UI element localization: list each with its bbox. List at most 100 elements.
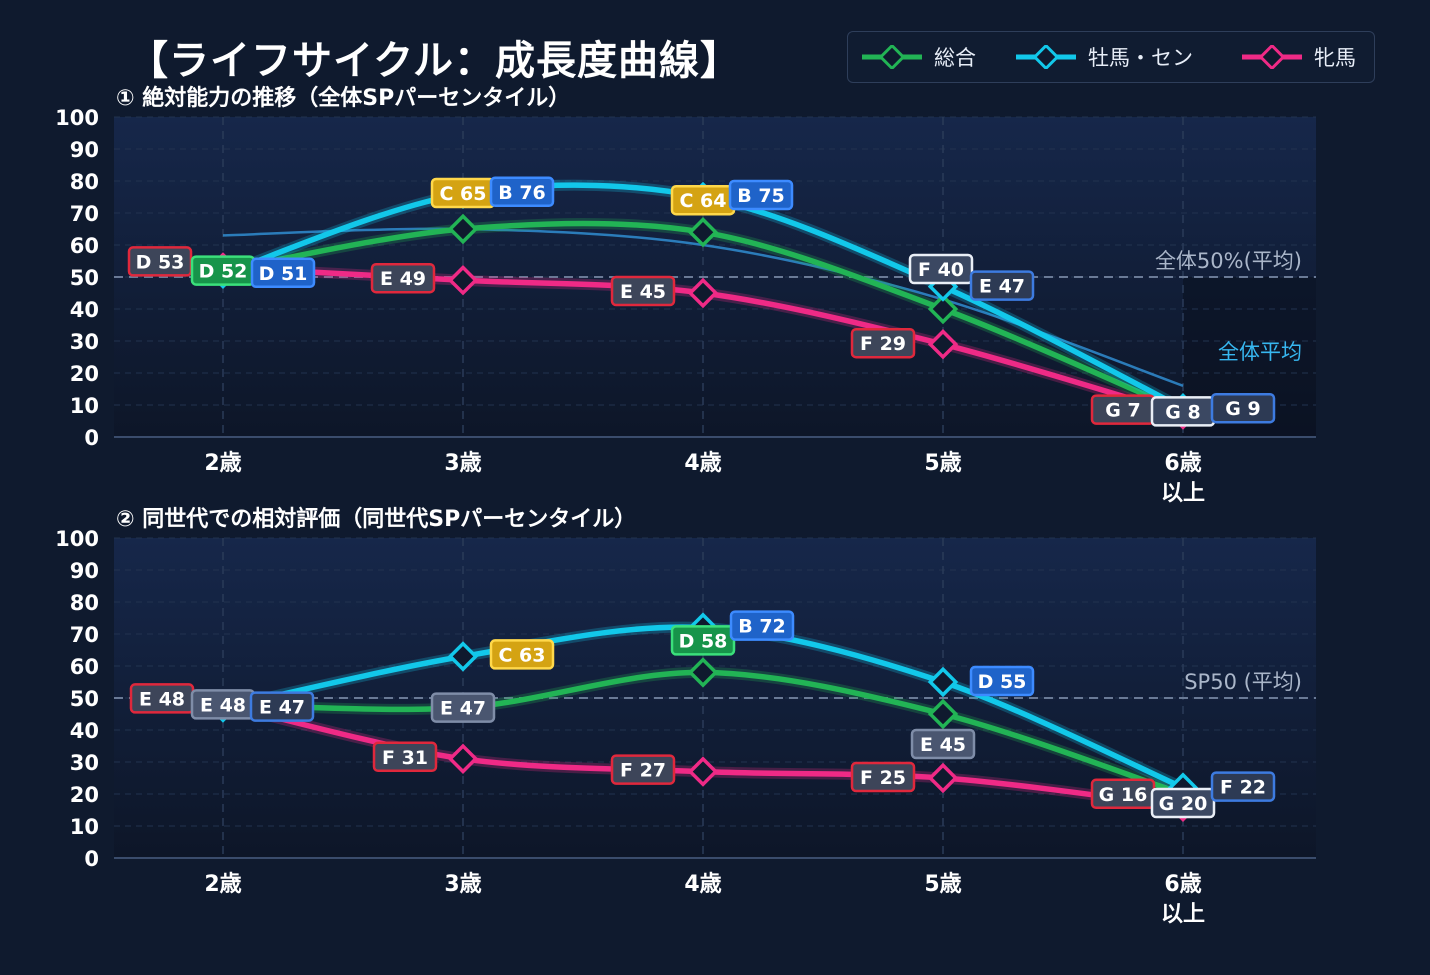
data-label-box <box>1210 771 1276 802</box>
data-label-2: E 49 <box>370 262 436 294</box>
data-label-text: E 48 <box>200 694 246 716</box>
legend-label-overall: 総合 <box>934 46 976 70</box>
chart-1-title: ① 絶対能力の推移（全体SPパーセンタイル） <box>116 86 571 111</box>
y-tick-label: 90 <box>70 138 99 162</box>
data-label-text: D 52 <box>199 261 248 283</box>
legend-marker-female <box>1242 45 1302 69</box>
legend-marker-male <box>1016 45 1076 69</box>
data-label-box <box>908 253 974 285</box>
data-label-text: G 8 <box>1165 401 1200 423</box>
data-label-box <box>249 691 315 722</box>
data-label-1: E 47 <box>969 270 1035 301</box>
data-label-box <box>372 741 438 773</box>
data-label-text: D 51 <box>259 263 308 285</box>
data-label-box <box>610 754 676 785</box>
x-tick-label: 以上 <box>1161 902 1205 927</box>
series-point-2 <box>447 264 479 296</box>
data-label-text: B 75 <box>737 185 785 207</box>
data-label-text: G 9 <box>1225 398 1260 420</box>
data-label-1: B 76 <box>489 176 555 208</box>
series-point-0 <box>687 657 719 688</box>
data-label-1: C 63 <box>489 639 555 670</box>
data-label-text: B 76 <box>498 182 546 204</box>
data-label-text: E 47 <box>259 697 305 719</box>
data-label-box <box>1210 392 1276 424</box>
data-label-1: G 9 <box>1210 392 1276 424</box>
data-label-0: E 47 <box>430 692 496 723</box>
x-tick-label: 6歳 <box>1164 451 1201 476</box>
data-label-2: F 27 <box>610 754 676 785</box>
legend-item-male: 牡馬・セン <box>1014 32 1193 82</box>
data-label-1: D 55 <box>969 665 1035 697</box>
data-label-text: F 25 <box>860 767 906 789</box>
y-tick-label: 50 <box>70 687 99 711</box>
data-label-box <box>1150 787 1216 819</box>
data-label-text: E 49 <box>380 268 426 290</box>
data-label-text: C 65 <box>440 183 487 205</box>
data-label-0: E 48 <box>190 689 256 720</box>
data-label-text: D 53 <box>136 251 185 273</box>
x-tick-label: 以上 <box>1161 481 1205 506</box>
y-tick-label: 40 <box>70 298 99 322</box>
data-label-2: E 48 <box>129 683 195 714</box>
series-point-0 <box>447 213 479 245</box>
reference-line-label: SP50 (平均) <box>1184 670 1302 694</box>
series-point-1 <box>927 666 959 698</box>
data-label-0: C 64 <box>670 184 736 216</box>
series-point-0 <box>927 698 959 730</box>
y-tick-label: 50 <box>70 266 99 290</box>
data-label-text: E 47 <box>979 276 1025 298</box>
data-label-2: G 16 <box>1090 778 1156 810</box>
y-tick-label: 100 <box>55 527 99 551</box>
data-label-text: B 72 <box>738 616 786 638</box>
data-label-box <box>489 639 555 670</box>
data-label-text: E 47 <box>440 698 486 720</box>
series-point-1 <box>447 641 479 672</box>
data-label-1: F 22 <box>1210 771 1276 802</box>
data-label-box <box>728 179 794 211</box>
y-tick-label: 60 <box>70 655 99 679</box>
data-label-box <box>850 327 916 359</box>
data-label-box <box>489 176 555 208</box>
x-tick-label: 6歳 <box>1164 872 1201 897</box>
series-point-2 <box>687 756 719 787</box>
data-label-2: F 25 <box>850 761 916 793</box>
series-point-2 <box>447 743 479 775</box>
data-label-text: F 27 <box>620 760 666 782</box>
legend-label-female: 牝馬 <box>1314 46 1356 70</box>
series-point-0 <box>687 216 719 248</box>
x-tick-label: 3歳 <box>444 872 481 897</box>
data-label-box <box>850 761 916 793</box>
y-tick-label: 30 <box>70 330 99 354</box>
x-tick-label: 4歳 <box>684 451 721 476</box>
y-tick-label: 0 <box>84 847 99 871</box>
data-label-0: C 65 <box>430 177 496 209</box>
legend-item-female: 牝馬 <box>1240 32 1356 82</box>
data-label-box <box>910 728 976 760</box>
x-tick-label: 2歳 <box>204 451 241 476</box>
y-tick-label: 10 <box>70 394 99 418</box>
data-label-text: F 29 <box>860 333 906 355</box>
data-label-box <box>610 275 676 307</box>
data-label-text: C 64 <box>680 190 727 212</box>
data-label-text: C 63 <box>499 644 546 666</box>
data-label-box <box>969 270 1035 301</box>
data-label-text: F 40 <box>918 259 964 281</box>
reference-line-label: 全体50%(平均) <box>1155 249 1302 273</box>
legend: 総合 牡馬・セン 牝馬 <box>847 31 1375 83</box>
x-tick-label: 4歳 <box>684 872 721 897</box>
data-label-2: F 29 <box>850 327 916 359</box>
x-tick-label: 5歳 <box>924 451 961 476</box>
x-tick-label: 3歳 <box>444 451 481 476</box>
y-tick-label: 30 <box>70 751 99 775</box>
y-tick-label: 20 <box>70 362 99 386</box>
data-label-0: D 52 <box>190 255 256 286</box>
data-label-text: G 16 <box>1099 784 1148 806</box>
legend-label-male: 牡馬・セン <box>1088 46 1193 70</box>
y-tick-label: 60 <box>70 234 99 258</box>
data-label-0: D 58 <box>670 625 736 656</box>
data-label-box <box>969 665 1035 697</box>
